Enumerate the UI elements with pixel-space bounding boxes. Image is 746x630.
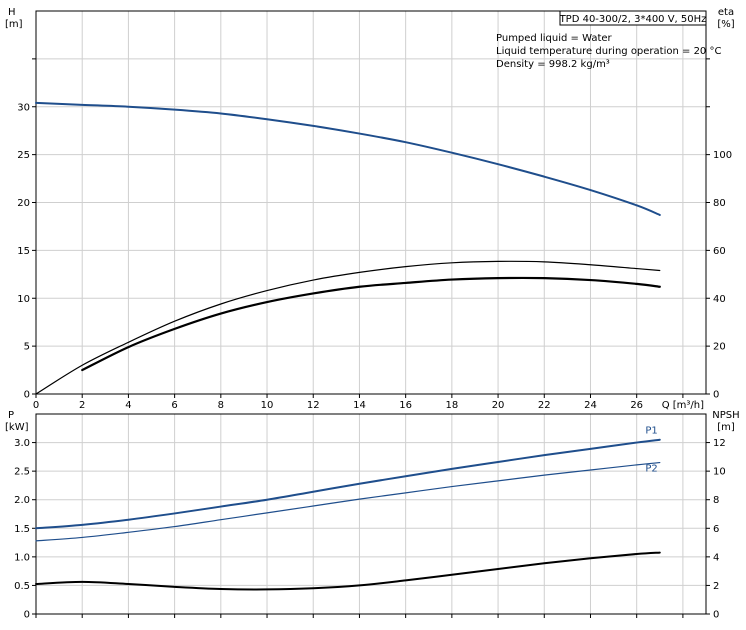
y-right-tick-label: 60 — [713, 246, 726, 257]
x-tick-label: 10 — [261, 400, 274, 411]
series-line — [35, 438, 661, 530]
lower-panel: 0 0.5 1.0 1.5 2.0 2.5 3.0 0 2 4 6 8 10 12 P[kW] NPSH[m]… — [5, 410, 740, 621]
x-tick-label: 12 — [307, 400, 320, 411]
y-right-axis-unit: [%] — [717, 19, 734, 30]
series-line — [35, 461, 661, 542]
x-tick-label: 26 — [630, 400, 643, 411]
x-tick-label: 22 — [538, 400, 551, 411]
x-tick-label: 0 — [33, 400, 39, 411]
info-line: Pumped liquid = Water — [496, 33, 613, 44]
x-tick-label: 6 — [171, 400, 177, 411]
y-right-axis-unit: [m] — [717, 422, 735, 433]
y-right-tick-label: 2 — [713, 581, 719, 592]
title-box — [559, 10, 707, 26]
y-left-tick-label: 10 — [17, 294, 30, 305]
y-left-tick-label: 2.5 — [14, 467, 30, 478]
series-line — [35, 101, 661, 216]
y-right-tick-label: 20 — [713, 342, 726, 353]
y-left-tick-label: 0 — [24, 610, 30, 621]
x-tick-label: 4 — [125, 400, 131, 411]
y-right-tick-label: 12 — [713, 438, 726, 449]
info-line: Density = 998.2 kg/m³ — [496, 59, 610, 70]
series-label: P2 — [645, 464, 657, 475]
y-right-tick-label: 0 — [713, 390, 719, 401]
x-tick-label: 2 — [79, 400, 85, 411]
y-right-axis-label: NPSH — [712, 410, 739, 421]
y-left-tick-label: 25 — [17, 150, 30, 161]
x-tick-label: 16 — [399, 400, 412, 411]
y-left-tick-label: 0 — [24, 390, 30, 401]
y-left-tick-label: 3.0 — [14, 438, 30, 449]
y-left-axis-label: P — [8, 410, 14, 421]
y-right-tick-label: 4 — [713, 552, 719, 563]
y-left-axis-unit: [m] — [5, 19, 23, 30]
y-right-tick-label: 80 — [713, 198, 726, 209]
y-right-tick-label: 40 — [713, 294, 726, 305]
x-tick-label: 8 — [218, 400, 224, 411]
y-right-tick-label: 10 — [713, 467, 726, 478]
x-tick-label: 24 — [584, 400, 597, 411]
title-text: TPD 40-300/2, 3*400 V, 50Hz — [559, 14, 707, 25]
x-tick-label: 20 — [492, 400, 505, 411]
x-tick-label: 14 — [353, 400, 366, 411]
x-tick-label: 18 — [445, 400, 458, 411]
x-axis-label: Q [m³/h] — [662, 400, 704, 411]
y-left-tick-label: 0.5 — [14, 581, 30, 592]
series-label: P1 — [645, 426, 657, 437]
y-left-tick-label: 5 — [24, 342, 30, 353]
y-right-tick-label: 8 — [713, 495, 719, 506]
y-left-tick-label: 20 — [17, 198, 30, 209]
y-left-tick-label: 2.0 — [14, 495, 30, 506]
y-left-axis-label: H — [8, 7, 16, 18]
series-line — [35, 551, 661, 591]
y-left-tick-label: 1.0 — [14, 552, 30, 563]
y-left-tick-label: 15 — [17, 246, 30, 257]
y-left-tick-label: 30 — [17, 102, 30, 113]
y-left-axis-unit: [kW] — [5, 422, 29, 433]
y-right-tick-label: 100 — [713, 150, 732, 161]
y-right-tick-label: 0 — [713, 610, 719, 621]
info-line: Liquid temperature during operation = 20… — [496, 46, 721, 57]
y-left-tick-label: 1.5 — [14, 524, 30, 535]
series-line — [35, 260, 661, 395]
series-line — [81, 276, 661, 372]
y-right-axis-label: eta — [718, 7, 734, 18]
plot-frame — [35, 413, 707, 615]
y-right-tick-label: 6 — [713, 524, 719, 535]
